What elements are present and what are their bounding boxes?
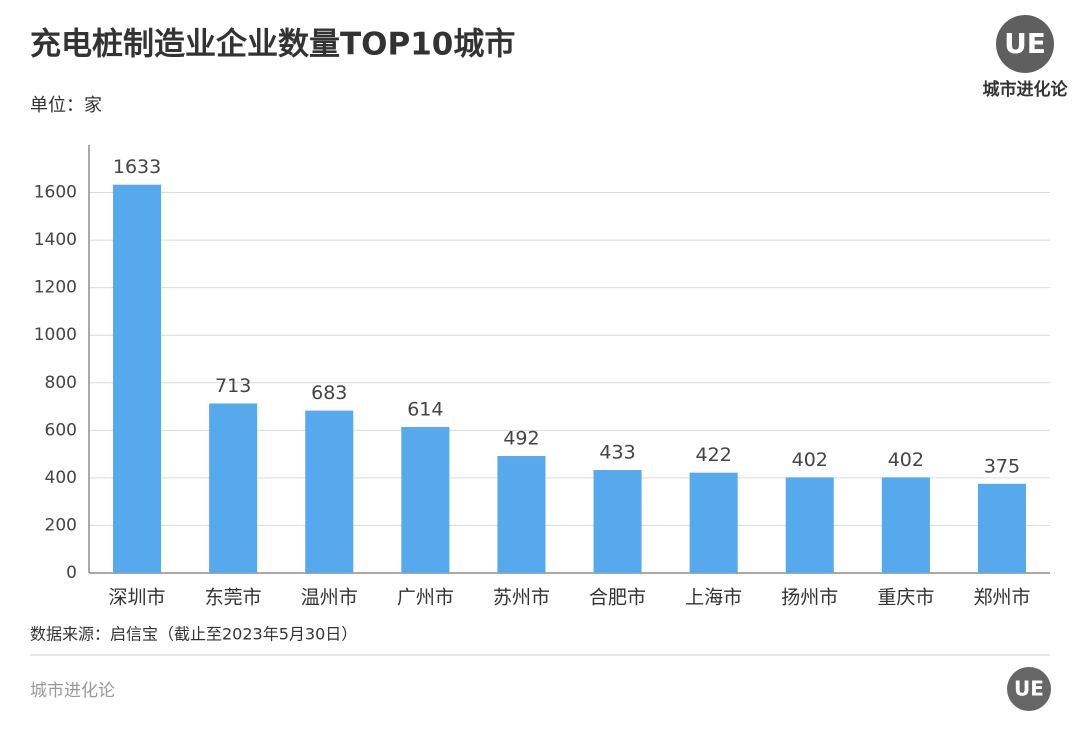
logo-circle (996, 15, 1054, 73)
logo-text: UE (1004, 27, 1046, 60)
x-tick-label: 上海市 (685, 587, 742, 609)
bar (785, 477, 834, 573)
data-label: 492 (503, 428, 539, 450)
source-note: 数据来源：启信宝（截止至2023年5月30日） (30, 625, 357, 644)
data-label: 713 (215, 375, 251, 397)
y-tick-label: 1000 (34, 325, 77, 345)
footer-logo-circle (1007, 667, 1051, 711)
x-tick-label: 扬州市 (781, 587, 838, 609)
footer-logo-text: UE (1014, 677, 1044, 701)
data-label: 402 (792, 449, 828, 471)
bar (593, 470, 642, 573)
x-tick-label: 重庆市 (877, 587, 934, 609)
brand-footer: 城市进化论 (30, 681, 115, 701)
x-tick-label: 广州市 (397, 587, 454, 609)
bar (209, 403, 258, 573)
brand-top: 城市进化论 (983, 79, 1069, 100)
bar (113, 184, 162, 573)
y-tick-label: 800 (45, 373, 77, 393)
data-label: 683 (311, 382, 347, 404)
bar (977, 483, 1026, 573)
y-tick-label: 1600 (34, 183, 77, 203)
y-tick-label: 200 (45, 515, 77, 535)
x-tick-label: 合肥市 (589, 587, 646, 609)
bar (305, 410, 354, 573)
chart-title: 充电桩制造业企业数量TOP10城市 (30, 27, 515, 63)
y-tick-label: 0 (66, 563, 77, 583)
bar (497, 456, 546, 573)
x-tick-label: 深圳市 (109, 587, 166, 609)
y-tick-label: 600 (45, 420, 77, 440)
bar (689, 472, 738, 573)
data-label: 1633 (113, 156, 161, 178)
y-tick-label: 400 (45, 468, 77, 488)
data-label: 375 (984, 455, 1020, 477)
x-tick-label: 郑州市 (973, 587, 1030, 609)
x-tick-label: 苏州市 (493, 587, 550, 609)
x-tick-label: 温州市 (301, 587, 358, 609)
bar (881, 477, 930, 573)
data-label: 422 (696, 444, 732, 466)
y-tick-label: 1400 (34, 230, 77, 250)
bar (401, 427, 450, 573)
data-label: 614 (407, 399, 443, 421)
data-label: 433 (599, 442, 635, 464)
x-tick-label: 东莞市 (205, 587, 262, 609)
y-tick-label: 1200 (34, 278, 77, 298)
data-label: 402 (888, 449, 924, 471)
unit-label: 单位：家 (30, 95, 102, 116)
